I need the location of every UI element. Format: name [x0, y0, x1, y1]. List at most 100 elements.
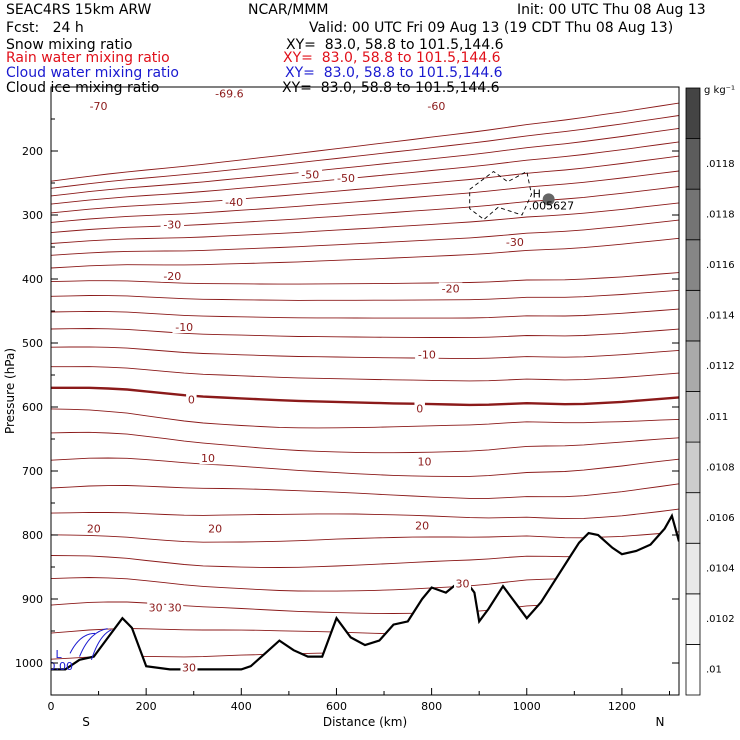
isotherm-label-bg — [415, 348, 439, 361]
field-label-cloud-water: Cloud water mixing ratio — [6, 65, 179, 81]
isotherm-line — [51, 155, 679, 214]
isotherm-label-bg — [503, 235, 527, 248]
isotherm-label: 20 — [415, 519, 429, 532]
colorbar-unit: g kg⁻¹ — [704, 85, 735, 96]
isotherm-label-bg — [172, 321, 196, 333]
isotherm-line — [51, 219, 679, 256]
isotherm-line — [51, 308, 679, 319]
isotherm-line — [51, 127, 679, 197]
cloud-ice-outline — [469, 170, 532, 221]
colorbar-label: .0112 — [706, 361, 735, 372]
y-tick-label: 200 — [22, 145, 43, 158]
x-end-label-south: S — [82, 715, 90, 729]
isotherm-label: 20 — [208, 523, 222, 536]
isotherm-label-bg — [438, 282, 463, 295]
terrain-line — [51, 512, 679, 671]
colorbar-label: .0116 — [706, 260, 735, 271]
isotherm-line — [51, 328, 679, 339]
field-label-cloud-ice: Cloud ice mixing ratio — [6, 80, 160, 96]
isotherm-label: 30 — [168, 601, 182, 614]
isotherm-label-bg — [414, 402, 425, 415]
isotherm-label-bg — [206, 522, 224, 535]
isotherm-label: -70 — [90, 100, 108, 113]
colorbar-swatch — [685, 188, 701, 241]
isotherm-line — [51, 272, 679, 285]
colorbar-swatch — [685, 644, 701, 696]
colorbar-label: .01 — [706, 665, 722, 676]
cloud-ice-max-label: H — [533, 187, 541, 200]
x-tick-label: 800 — [421, 700, 442, 713]
isotherm-label-bg — [298, 168, 323, 181]
x-tick-label: 600 — [326, 700, 347, 713]
isotherm-line — [51, 366, 679, 382]
isotherm-line — [51, 115, 679, 189]
isotherm-label-bg — [211, 87, 248, 100]
isotherm-label: -50 — [337, 172, 355, 185]
colorbar-label: .0106 — [706, 513, 735, 524]
field-xy-rain: XY= 83.0, 58.8 to 101.5,144.6 — [283, 50, 501, 66]
isotherm-label: -20 — [442, 283, 460, 296]
plot-frame — [50, 86, 680, 696]
isotherm-label-bg — [160, 269, 185, 282]
isotherm-label: -20 — [163, 270, 181, 283]
field-xy-cloud-water: XY= 83.0, 58.8 to 101.5,144.6 — [285, 65, 503, 81]
isotherm-label: -30 — [163, 219, 181, 232]
y-tick-label: 700 — [22, 465, 43, 478]
isotherm-line — [51, 202, 679, 244]
field-xy-snow: XY= 83.0, 58.8 to 101.5,144.6 — [286, 37, 504, 53]
terrain-fill — [51, 515, 679, 695]
isotherm-label: 20 — [87, 523, 101, 536]
isotherm-label: -30 — [506, 236, 524, 249]
isotherm-label-bg — [454, 577, 472, 590]
colorbar-swatch — [685, 138, 701, 190]
x-axis-title: Distance (km) — [323, 715, 407, 729]
colorbar-swatch — [685, 340, 701, 392]
field-label-rain: Rain water mixing ratio — [6, 50, 170, 66]
isotherm-label-bg — [85, 522, 103, 535]
isotherm-label: -10 — [175, 321, 193, 334]
colorbar-label: .0108 — [706, 462, 735, 473]
x-tick-label: 1200 — [608, 700, 636, 713]
isotherm-label-bg — [415, 455, 433, 468]
y-tick-label: 1000 — [15, 657, 43, 670]
isotherm-zero-line — [51, 386, 679, 407]
isotherm-label-bg — [166, 601, 184, 614]
org-label: NCAR/MMM — [248, 2, 329, 18]
isotherm-label: 30 — [456, 578, 470, 591]
isotherm-line — [51, 508, 679, 520]
isotherm-label-bg — [186, 393, 197, 406]
y-tick-label: 500 — [22, 337, 43, 350]
isotherm-label: 0 — [188, 393, 195, 406]
field-label-snow: Snow mixing ratio — [6, 37, 133, 53]
isotherm-line — [51, 170, 679, 223]
colorbar-label: .0104 — [706, 564, 735, 575]
isotherm-line — [51, 531, 679, 543]
cloud-ice-max-shade — [542, 193, 555, 206]
contour-group: -70 -69.6 -60 -50 -50 -40 -30 -30 -20 -20 -10 -10 0 0… — [49, 87, 679, 695]
isotherm-label-bg — [199, 452, 217, 465]
colorbar-label: .011 — [706, 412, 728, 423]
cloud-water-min-label: L — [56, 648, 63, 661]
isotherm-line — [51, 141, 679, 205]
isotherm-label: -10 — [418, 349, 436, 362]
isotherm-line — [51, 289, 679, 301]
isotherm-label: 0 — [416, 402, 423, 415]
colorbar-label: .0118 — [706, 209, 735, 220]
y-tick-label: 400 — [22, 273, 43, 286]
model-title: SEAC4RS 15km ARW — [6, 2, 152, 18]
colorbar-swatch — [685, 441, 701, 494]
isotherm-label: 10 — [417, 455, 431, 468]
colorbar-swatch — [685, 593, 701, 645]
y-axis-title: Pressure (hPa) — [3, 348, 17, 434]
cloud-ice-max-value: .005627 — [529, 199, 575, 212]
isotherm-line — [51, 237, 679, 269]
isotherm-line — [51, 457, 679, 477]
field-xy-cloud-ice: XY= 83.0, 58.8 to 101.5,144.6 — [282, 80, 500, 96]
valid-time: Valid: 00 UTC Fri 09 Aug 13 (19 CDT Thu … — [309, 20, 674, 36]
y-tick-label: 900 — [22, 593, 43, 606]
x-tick-label: 200 — [136, 700, 157, 713]
forecast-hour: Fcst: 24 h — [6, 20, 84, 36]
isotherm-label: -69.6 — [215, 87, 243, 100]
cloud-water-min-value: 0.00 — [49, 660, 74, 673]
colorbar-label: .0118 — [706, 159, 735, 170]
